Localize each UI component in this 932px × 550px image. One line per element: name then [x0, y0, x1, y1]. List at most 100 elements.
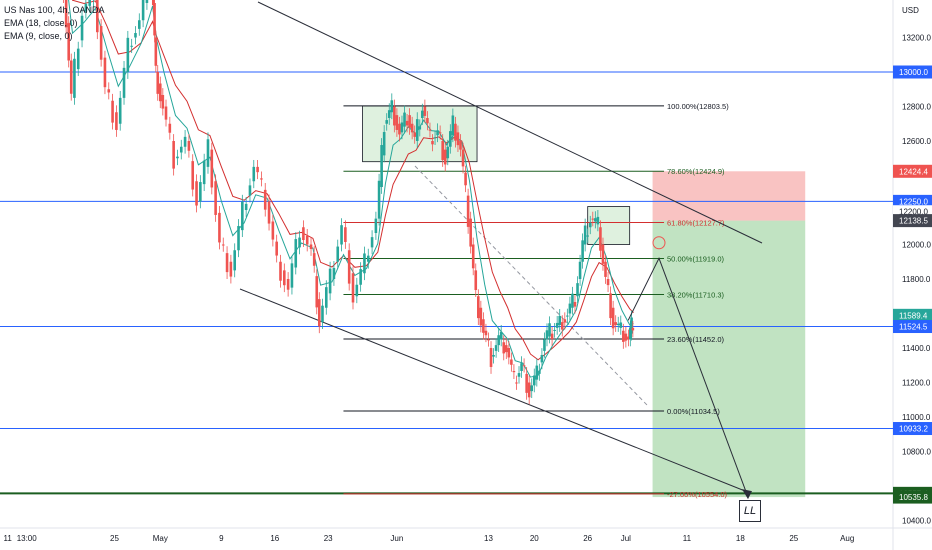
candle-body [347, 250, 351, 284]
candle-body [324, 287, 328, 308]
candle-body [504, 345, 508, 353]
candle-body [355, 284, 359, 297]
y-tick-label: 10400.0 [902, 517, 931, 526]
candle-body [214, 181, 217, 215]
y-tick-label: 11400.0 [902, 344, 931, 353]
price-axis-tag-label: 12250.0 [899, 197, 928, 206]
candle-body [459, 141, 462, 150]
candle-body [408, 115, 411, 128]
candle-body [499, 331, 503, 340]
candle-body [233, 250, 236, 271]
x-tick-label: 18 [736, 534, 745, 543]
candle-body [118, 97, 122, 124]
candle-body [454, 123, 457, 141]
x-tick-label: 13 [484, 534, 493, 543]
candle-body [464, 172, 467, 186]
candle-body [553, 329, 556, 331]
y-tick-label: 12800.0 [902, 103, 931, 112]
candle-body [366, 255, 370, 262]
candle-body [294, 239, 298, 268]
candle-body [466, 195, 470, 227]
x-tick-label: 11 [3, 534, 12, 543]
x-tick-label: 25 [110, 534, 119, 543]
y-tick-label: 11800.0 [902, 275, 931, 284]
candle-body [290, 263, 294, 288]
candle-body [423, 106, 427, 116]
candle-body [187, 141, 191, 151]
candle-body [456, 132, 460, 146]
candle-body [168, 123, 172, 133]
candle-body [80, 15, 84, 41]
price-axis-tag-label: 12138.5 [899, 217, 928, 226]
candle-body [76, 48, 80, 70]
candle-body [317, 299, 321, 327]
candle-body [164, 106, 168, 120]
price-axis-tag [893, 164, 932, 178]
candle-body [221, 244, 225, 246]
price-axis-tag-label: 13000.0 [899, 68, 928, 77]
candle-body [103, 57, 107, 88]
candle-body [543, 339, 546, 351]
candle-body [393, 106, 396, 126]
ema18-legend: EMA (18, close, 0) [4, 18, 78, 28]
ema9-line [68, 0, 634, 378]
candle-body [532, 375, 536, 386]
candle-body [443, 149, 447, 165]
price-axis-tag [893, 490, 932, 504]
candle-body [377, 180, 381, 219]
x-tick-label: 11 [683, 534, 692, 543]
candle-body [461, 149, 465, 167]
candle-body [515, 382, 518, 384]
currency-label: USD [902, 6, 919, 15]
candle-body [540, 355, 544, 363]
x-tick-label: 20 [530, 534, 539, 543]
candle-body [624, 333, 628, 341]
x-tick-label: 16 [270, 534, 279, 543]
candle-body [161, 95, 165, 109]
candle-body [611, 307, 615, 329]
x-tick-label: 23 [324, 534, 333, 543]
candle-body [328, 268, 332, 294]
candle-body [172, 141, 175, 169]
fib-level-label: 61.80%(12127.7) [667, 218, 725, 227]
candle-body [141, 0, 145, 21]
candle-body [502, 342, 506, 354]
candle-body [596, 216, 600, 225]
x-tick-label: Jul [621, 534, 631, 543]
candle-body [571, 293, 574, 308]
candle-body [594, 218, 597, 222]
fib-level-label: 0.00%(11034.5) [667, 407, 720, 416]
candle-body [418, 126, 422, 130]
candle-body [431, 141, 434, 145]
consolidation-box [587, 206, 631, 245]
candle-body [619, 322, 623, 328]
candle-body [145, 0, 149, 3]
candle-body [340, 225, 343, 245]
candle-body [387, 110, 391, 118]
candle-body [446, 146, 450, 159]
x-tick-label: 25 [789, 534, 798, 543]
fib-level-label: 78.60%(12424.9) [667, 167, 725, 176]
candle-body [398, 123, 401, 135]
candle-body [244, 203, 248, 210]
candle-body [154, 37, 158, 66]
candle-body [69, 60, 73, 94]
candle-body [158, 83, 162, 102]
candle-body [263, 189, 267, 210]
projection-arrow-head [742, 489, 752, 500]
channel-lower-line [239, 288, 751, 494]
candle-body [195, 181, 198, 206]
candle-body [151, 0, 155, 6]
candle-body [586, 235, 590, 237]
price-axis-tag [893, 65, 932, 79]
candle-body [202, 160, 206, 185]
candle-body [494, 345, 498, 351]
candle-body [573, 302, 577, 307]
candle-body [405, 120, 409, 126]
candle-body [449, 131, 452, 147]
candle-body [471, 244, 475, 269]
price-axis-tag-label: 12200.0 [899, 208, 928, 217]
ema9-legend: EMA (9, close, 0) [4, 31, 73, 41]
candle-body [576, 283, 579, 297]
